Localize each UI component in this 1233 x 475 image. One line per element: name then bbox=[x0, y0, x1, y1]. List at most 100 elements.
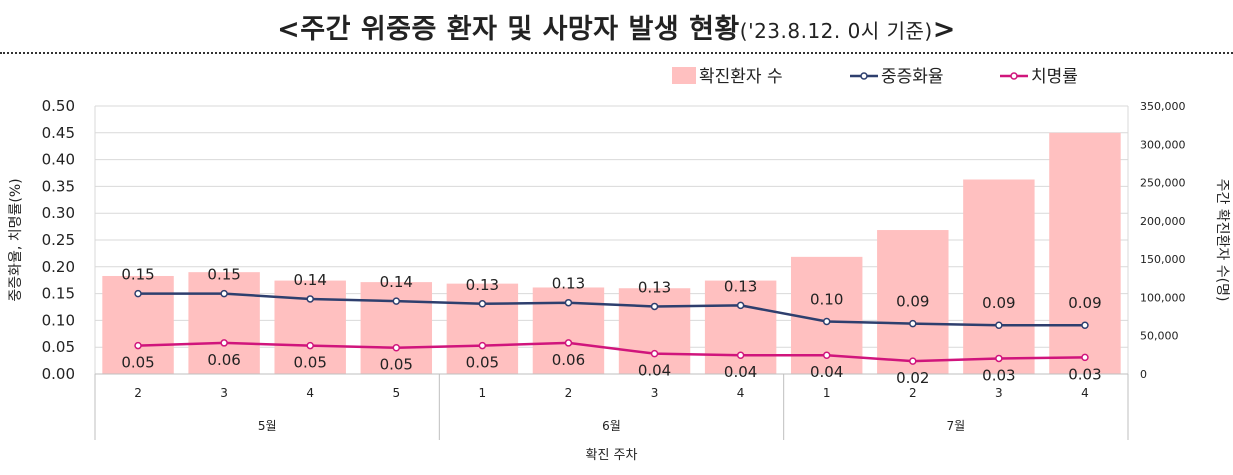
fatality-rate-point bbox=[306, 341, 314, 350]
x-axis-title: 확진 주차 bbox=[586, 448, 638, 463]
chart-title-close: > bbox=[932, 14, 956, 45]
right-tick-label: 0 bbox=[1140, 368, 1147, 381]
fatality-rate-point bbox=[736, 351, 745, 359]
x-tick-label: 1 bbox=[479, 386, 487, 400]
left-tick-label: 0.15 bbox=[42, 285, 75, 303]
severe-rate-point bbox=[822, 317, 831, 326]
severe-rate-data-label: 0.14 bbox=[294, 271, 327, 289]
fatality-rate-data-label: 0.05 bbox=[380, 356, 413, 374]
bar-confirmed-cases bbox=[618, 288, 691, 374]
right-tick-label: 250,000 bbox=[1140, 177, 1186, 190]
x-tick-label: 5 bbox=[392, 386, 400, 400]
severe-rate-point bbox=[736, 301, 745, 310]
legend-label-confirmed: 확진환자 수 bbox=[699, 67, 783, 87]
fatality-rate-point bbox=[650, 349, 659, 358]
right-tick-label: 200,000 bbox=[1140, 215, 1186, 228]
right-tick-label: 350,000 bbox=[1140, 100, 1186, 113]
severe-rate-data-label: 0.09 bbox=[1068, 294, 1101, 312]
right-tick-label: 300,000 bbox=[1140, 138, 1186, 151]
right-tick-label: 50,000 bbox=[1140, 330, 1179, 343]
legend: 확진환자 수 중증화율 치명률 bbox=[672, 67, 1078, 87]
fatality-rate-data-label: 0.06 bbox=[552, 351, 585, 369]
fatality-rate-point bbox=[564, 339, 573, 347]
severe-rate-data-label: 0.13 bbox=[466, 276, 499, 294]
x-tick-label: 3 bbox=[995, 386, 1003, 400]
x-tick-label: 3 bbox=[220, 386, 228, 400]
severe-rate-line bbox=[138, 292, 1085, 327]
severe-rate-point bbox=[220, 289, 228, 298]
x-month-label: 5월 bbox=[258, 419, 277, 433]
right-axis-title: 주간 확진환자 수(명) bbox=[1214, 179, 1230, 302]
severe-rate-point bbox=[134, 289, 142, 298]
fatality-rate-point bbox=[1081, 353, 1089, 362]
fatality-rate-data-label: 0.06 bbox=[207, 351, 240, 369]
gridlines bbox=[95, 105, 1128, 375]
line-series bbox=[134, 289, 1089, 365]
severe-rate-data-label: 0.09 bbox=[896, 293, 929, 311]
legend-marker-fatality-rate bbox=[1010, 72, 1018, 80]
bar-confirmed-cases bbox=[446, 283, 519, 374]
severe-rate-data-label: 0.10 bbox=[810, 290, 843, 308]
x-tick-label: 2 bbox=[565, 386, 573, 400]
fatality-rate-point bbox=[995, 354, 1003, 363]
chart-title-sub: ('23.8.12. 0시 기준) bbox=[739, 19, 933, 43]
left-tick-label: 0.10 bbox=[42, 311, 75, 329]
fatality-rate-point bbox=[478, 341, 487, 350]
fatality-rate-line bbox=[138, 341, 1085, 363]
severe-rate-point bbox=[392, 297, 401, 305]
bar-confirmed-cases bbox=[1049, 132, 1121, 374]
severe-rate-point bbox=[306, 295, 314, 303]
severe-rate-point bbox=[909, 319, 917, 328]
fatality-rate-data-label: 0.05 bbox=[294, 354, 327, 372]
x-tick-label: 1 bbox=[823, 386, 831, 400]
severe-rate-data-label: 0.09 bbox=[982, 294, 1015, 312]
chart-title: <주간 위중증 환자 및 사망자 발생 현황('23.8.12. 0시 기준)> bbox=[277, 7, 956, 46]
fatality-rate-point bbox=[392, 343, 401, 352]
severe-rate-data-label: 0.15 bbox=[121, 266, 154, 284]
fatality-rate-data-label: 0.05 bbox=[121, 354, 154, 372]
bar-confirmed-cases bbox=[963, 179, 1035, 374]
severe-rate-point bbox=[650, 302, 659, 311]
left-tick-label: 0.40 bbox=[42, 151, 75, 169]
fatality-rate-data-label: 0.04 bbox=[638, 362, 671, 380]
x-tick-label: 4 bbox=[1081, 386, 1089, 400]
x-month-label: 7월 bbox=[946, 419, 965, 433]
left-tick-label: 0.45 bbox=[42, 124, 75, 142]
x-tick-label: 2 bbox=[909, 386, 917, 400]
x-tick-label: 2 bbox=[134, 386, 142, 400]
fatality-rate-point bbox=[822, 351, 831, 359]
fatality-rate-data-label: 0.03 bbox=[1068, 365, 1101, 383]
fatality-rate-point bbox=[220, 339, 228, 347]
chart-title-main: <주간 위중증 환자 및 사망자 발생 현황 bbox=[277, 14, 740, 45]
bar-confirmed-cases bbox=[877, 230, 949, 374]
severe-rate-data-label: 0.15 bbox=[207, 266, 240, 284]
fatality-rate-data-label: 0.05 bbox=[466, 354, 499, 372]
title-divider bbox=[0, 52, 1233, 54]
data-labels: 0.15 0.15 0.14 0.14 0.13 0.13 0.13 0.13 0.10 0.09… bbox=[121, 266, 1101, 388]
left-tick-label: 0.35 bbox=[42, 177, 75, 195]
left-tick-label: 0.05 bbox=[42, 338, 75, 356]
severe-rate-point bbox=[1081, 321, 1089, 329]
fatality-rate-data-label: 0.04 bbox=[724, 363, 757, 381]
left-axis-title: 중증화율, 치명률(%) bbox=[8, 178, 24, 301]
legend-swatch-confirmed bbox=[672, 67, 696, 84]
severe-rate-data-label: 0.13 bbox=[638, 278, 671, 296]
severe-rate-data-label: 0.13 bbox=[552, 275, 585, 293]
axes: 0.00 0.05 0.10 0.15 0.20 0.25 0.30 0.35 0.40 0.45… bbox=[8, 97, 1230, 463]
fatality-rate-point bbox=[134, 341, 142, 350]
x-tick-label: 4 bbox=[306, 386, 314, 400]
left-tick-label: 0.20 bbox=[42, 258, 75, 276]
left-tick-label: 0.30 bbox=[42, 204, 75, 222]
severe-rate-data-label: 0.13 bbox=[724, 277, 757, 295]
left-tick-label: 0.00 bbox=[42, 365, 75, 383]
severe-rate-point bbox=[478, 300, 487, 308]
x-tick-label: 4 bbox=[737, 386, 745, 400]
legend-label-fatality-rate: 치명률 bbox=[1031, 67, 1078, 87]
bar-confirmed-cases bbox=[188, 272, 260, 374]
legend-marker-severe-rate bbox=[860, 72, 868, 80]
fatality-rate-data-label: 0.03 bbox=[982, 366, 1015, 384]
severe-rate-point bbox=[995, 321, 1003, 329]
x-month-label: 6월 bbox=[602, 419, 621, 433]
x-tick-label: 3 bbox=[651, 386, 659, 400]
